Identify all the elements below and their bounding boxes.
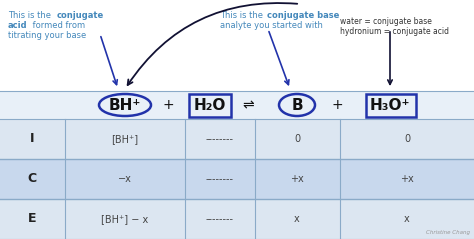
Bar [0,91,474,119]
Text: E: E [28,212,36,226]
Text: I: I [30,132,34,146]
Text: conjugate base: conjugate base [267,11,339,20]
Text: x: x [404,214,410,224]
Text: Christine Chang: Christine Chang [426,230,470,235]
Bar [0,159,474,199]
Text: +x: +x [400,174,414,184]
Text: BH⁺: BH⁺ [109,98,141,113]
Text: acid: acid [8,21,27,30]
Text: +x: +x [290,174,304,184]
Text: This is the: This is the [220,11,265,20]
Text: [BH⁺] − x: [BH⁺] − x [101,214,149,224]
Text: C: C [27,173,36,185]
Text: x: x [294,214,300,224]
Text: H₃O⁺: H₃O⁺ [370,98,410,113]
Bar [189,94,231,117]
Text: --------: -------- [206,214,234,224]
Bar [366,94,416,117]
Text: 0: 0 [294,134,300,144]
Text: 0: 0 [404,134,410,144]
Text: −x: −x [118,174,132,184]
Bar [0,199,474,239]
Text: +: + [162,98,174,112]
Text: [BH⁺]: [BH⁺] [111,134,138,144]
Text: water = conjugate base
hydronium = conjugate acid: water = conjugate base hydronium = conju… [340,17,449,36]
Text: analyte you started with: analyte you started with [220,21,323,30]
Text: titrating your base: titrating your base [8,31,86,40]
Text: conjugate: conjugate [57,11,104,20]
Text: --------: -------- [206,134,234,144]
Text: formed from: formed from [30,21,85,30]
Text: This is the: This is the [8,11,54,20]
Text: --------: -------- [206,174,234,184]
Text: ⇌: ⇌ [242,98,254,112]
Bar [0,119,474,159]
Text: +: + [331,98,343,112]
Text: B: B [291,98,303,113]
Text: H₂O: H₂O [194,98,226,113]
